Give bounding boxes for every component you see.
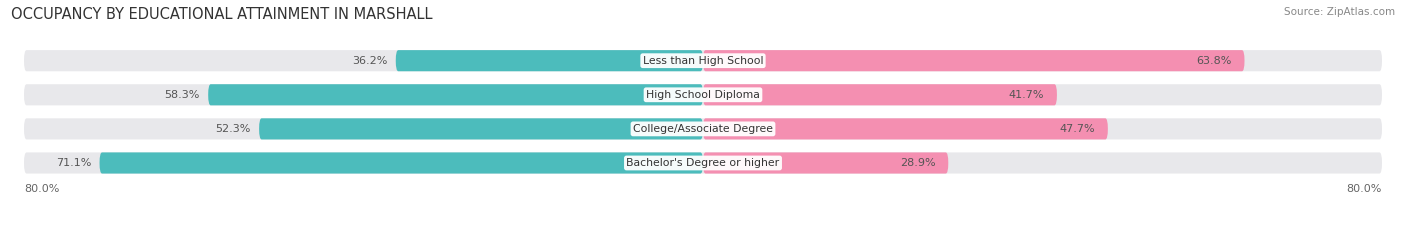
- Text: Source: ZipAtlas.com: Source: ZipAtlas.com: [1284, 7, 1395, 17]
- Text: College/Associate Degree: College/Associate Degree: [633, 124, 773, 134]
- Text: 71.1%: 71.1%: [56, 158, 91, 168]
- FancyBboxPatch shape: [703, 118, 1108, 140]
- Text: 52.3%: 52.3%: [215, 124, 250, 134]
- Text: 36.2%: 36.2%: [352, 56, 387, 66]
- FancyBboxPatch shape: [259, 118, 703, 140]
- Text: 80.0%: 80.0%: [1347, 184, 1382, 194]
- FancyBboxPatch shape: [24, 50, 1382, 71]
- Text: High School Diploma: High School Diploma: [647, 90, 759, 100]
- FancyBboxPatch shape: [24, 118, 1382, 140]
- FancyBboxPatch shape: [395, 50, 703, 71]
- FancyBboxPatch shape: [24, 152, 1382, 174]
- FancyBboxPatch shape: [24, 84, 1382, 105]
- FancyBboxPatch shape: [703, 50, 1244, 71]
- Text: 28.9%: 28.9%: [900, 158, 935, 168]
- FancyBboxPatch shape: [100, 152, 703, 174]
- Text: 47.7%: 47.7%: [1060, 124, 1095, 134]
- Text: Bachelor's Degree or higher: Bachelor's Degree or higher: [627, 158, 779, 168]
- FancyBboxPatch shape: [703, 84, 1057, 105]
- Text: 58.3%: 58.3%: [165, 90, 200, 100]
- FancyBboxPatch shape: [703, 152, 948, 174]
- Legend: Owner-occupied, Renter-occupied: Owner-occupied, Renter-occupied: [576, 230, 830, 233]
- Text: 80.0%: 80.0%: [24, 184, 59, 194]
- Text: OCCUPANCY BY EDUCATIONAL ATTAINMENT IN MARSHALL: OCCUPANCY BY EDUCATIONAL ATTAINMENT IN M…: [11, 7, 433, 22]
- Text: 63.8%: 63.8%: [1197, 56, 1232, 66]
- Text: 41.7%: 41.7%: [1008, 90, 1045, 100]
- Text: Less than High School: Less than High School: [643, 56, 763, 66]
- FancyBboxPatch shape: [208, 84, 703, 105]
